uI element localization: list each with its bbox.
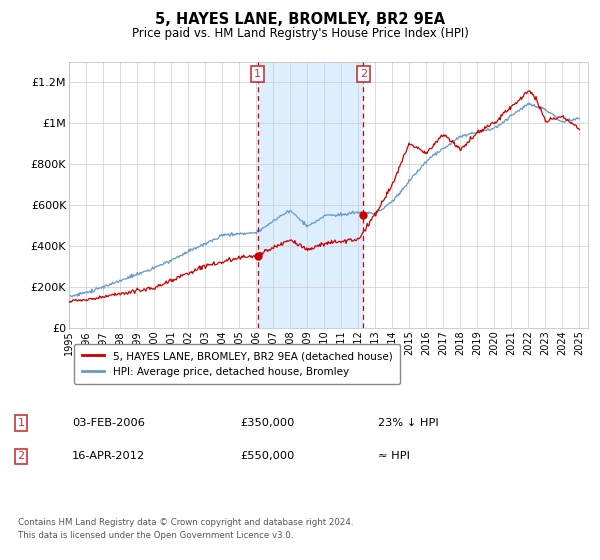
Text: £550,000: £550,000 bbox=[240, 451, 295, 461]
Text: Contains HM Land Registry data © Crown copyright and database right 2024.
This d: Contains HM Land Registry data © Crown c… bbox=[18, 518, 353, 539]
Text: 1: 1 bbox=[254, 69, 261, 79]
Text: Price paid vs. HM Land Registry's House Price Index (HPI): Price paid vs. HM Land Registry's House … bbox=[131, 27, 469, 40]
Text: 03-FEB-2006: 03-FEB-2006 bbox=[72, 418, 145, 428]
Text: 5, HAYES LANE, BROMLEY, BR2 9EA: 5, HAYES LANE, BROMLEY, BR2 9EA bbox=[155, 12, 445, 27]
Text: 2: 2 bbox=[359, 69, 367, 79]
Text: 1: 1 bbox=[17, 418, 25, 428]
Text: 23% ↓ HPI: 23% ↓ HPI bbox=[378, 418, 439, 428]
Legend: 5, HAYES LANE, BROMLEY, BR2 9EA (detached house), HPI: Average price, detached h: 5, HAYES LANE, BROMLEY, BR2 9EA (detache… bbox=[74, 344, 400, 384]
Text: 16-APR-2012: 16-APR-2012 bbox=[72, 451, 145, 461]
Text: ≈ HPI: ≈ HPI bbox=[378, 451, 410, 461]
Text: £350,000: £350,000 bbox=[240, 418, 295, 428]
Bar bbox=[257, 62, 363, 328]
Text: 2: 2 bbox=[17, 451, 25, 461]
